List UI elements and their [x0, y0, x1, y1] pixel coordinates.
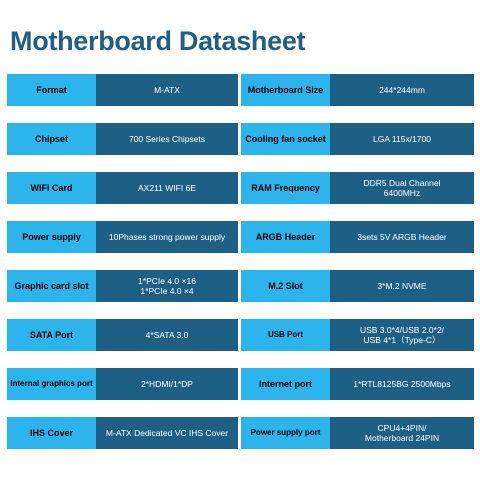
- spec-value: CPU4+4PIN/ Motherboard 24PIN: [330, 417, 474, 449]
- spec-row: Graphic card slot 1*PCIe 4.0 ×16 1*PCIe …: [7, 270, 474, 302]
- spec-ihs-cover: IHS Cover M-ATX Dedicated VC IHS Cover: [7, 417, 238, 449]
- spec-row: SATA Port 4*SATA 3.0 USB Port USB 3.0*4/…: [7, 319, 474, 351]
- spec-cooling-fan-socket: Cooling fan socket LGA 115x/1700: [241, 123, 474, 155]
- spec-value: DDR5 Dual Channel 6400MHz: [330, 172, 474, 204]
- spec-label: M.2 Slot: [241, 270, 330, 302]
- spec-value: M-ATX: [96, 74, 238, 106]
- spec-label: Power supply port: [241, 417, 330, 449]
- spec-ram-frequency: RAM Frequency DDR5 Dual Channel 6400MHz: [241, 172, 474, 204]
- spec-value: LGA 115x/1700: [330, 123, 474, 155]
- spec-value: 1*PCIe 4.0 ×16 1*PCIe 4.0 ×4: [96, 270, 238, 302]
- spec-label: Graphic card slot: [7, 270, 96, 302]
- spec-power-supply: Power supply 10Phases strong power suppl…: [7, 221, 238, 253]
- spec-value: 10Phases strong power supply: [96, 221, 238, 253]
- spec-m2-slot: M.2 Slot 3*M.2 NVME: [241, 270, 474, 302]
- spec-sata-port: SATA Port 4*SATA 3.0: [7, 319, 238, 351]
- spec-label: WIFI Card: [7, 172, 96, 204]
- spec-internal-graphics-port: Internal graphics port 2*HDMI/1*DP: [7, 368, 238, 400]
- spec-label: RAM Frequency: [241, 172, 330, 204]
- spec-label: Chipset: [7, 123, 96, 155]
- spec-value: 2*HDMI/1*DP: [96, 368, 238, 400]
- spec-label: Power supply: [7, 221, 96, 253]
- spec-label: Cooling fan socket: [241, 123, 330, 155]
- spec-power-supply-port: Power supply port CPU4+4PIN/ Motherboard…: [241, 417, 474, 449]
- spec-label: Internet port: [241, 368, 330, 400]
- spec-value: USB 3.0*4/USB 2.0*2/ USB 4*1（Type-C）: [330, 319, 474, 351]
- spec-internet-port: Internet port 1*RTL8125BG 2500Mbps: [241, 368, 474, 400]
- spec-label: Motherboard Size: [241, 74, 330, 106]
- spec-label: ARGB Header: [241, 221, 330, 253]
- spec-motherboard-size: Motherboard Size 244*244mm: [241, 74, 474, 106]
- spec-value: 244*244mm: [330, 74, 474, 106]
- spec-value: 1*RTL8125BG 2500Mbps: [330, 368, 474, 400]
- spec-usb-port: USB Port USB 3.0*4/USB 2.0*2/ USB 4*1（Ty…: [241, 319, 474, 351]
- page-title: Motherboard Datasheet: [10, 26, 306, 56]
- spec-value: 3sets 5V ARGB Header: [330, 221, 474, 253]
- spec-label: SATA Port: [7, 319, 96, 351]
- spec-label: USB Port: [241, 319, 330, 351]
- spec-row: Format M-ATX Motherboard Size 244*244mm: [7, 74, 474, 106]
- datasheet-grid: Format M-ATX Motherboard Size 244*244mm …: [7, 74, 474, 466]
- spec-chipset: Chipset 700 Series Chipsets: [7, 123, 238, 155]
- spec-label: Format: [7, 74, 96, 106]
- spec-graphic-card-slot: Graphic card slot 1*PCIe 4.0 ×16 1*PCIe …: [7, 270, 238, 302]
- spec-wifi-card: WIFI Card AX211 WIFI 6E: [7, 172, 238, 204]
- spec-label: Internal graphics port: [7, 368, 96, 400]
- spec-value: M-ATX Dedicated VC IHS Cover: [96, 417, 238, 449]
- spec-value: 700 Series Chipsets: [96, 123, 238, 155]
- spec-row: WIFI Card AX211 WIFI 6E RAM Frequency DD…: [7, 172, 474, 204]
- spec-value: 4*SATA 3.0: [96, 319, 238, 351]
- spec-argb-header: ARGB Header 3sets 5V ARGB Header: [241, 221, 474, 253]
- spec-row: Internal graphics port 2*HDMI/1*DP Inter…: [7, 368, 474, 400]
- spec-row: IHS Cover M-ATX Dedicated VC IHS Cover P…: [7, 417, 474, 449]
- spec-row: Chipset 700 Series Chipsets Cooling fan …: [7, 123, 474, 155]
- spec-value: 3*M.2 NVME: [330, 270, 474, 302]
- spec-label: IHS Cover: [7, 417, 96, 449]
- spec-format: Format M-ATX: [7, 74, 238, 106]
- spec-value: AX211 WIFI 6E: [96, 172, 238, 204]
- spec-row: Power supply 10Phases strong power suppl…: [7, 221, 474, 253]
